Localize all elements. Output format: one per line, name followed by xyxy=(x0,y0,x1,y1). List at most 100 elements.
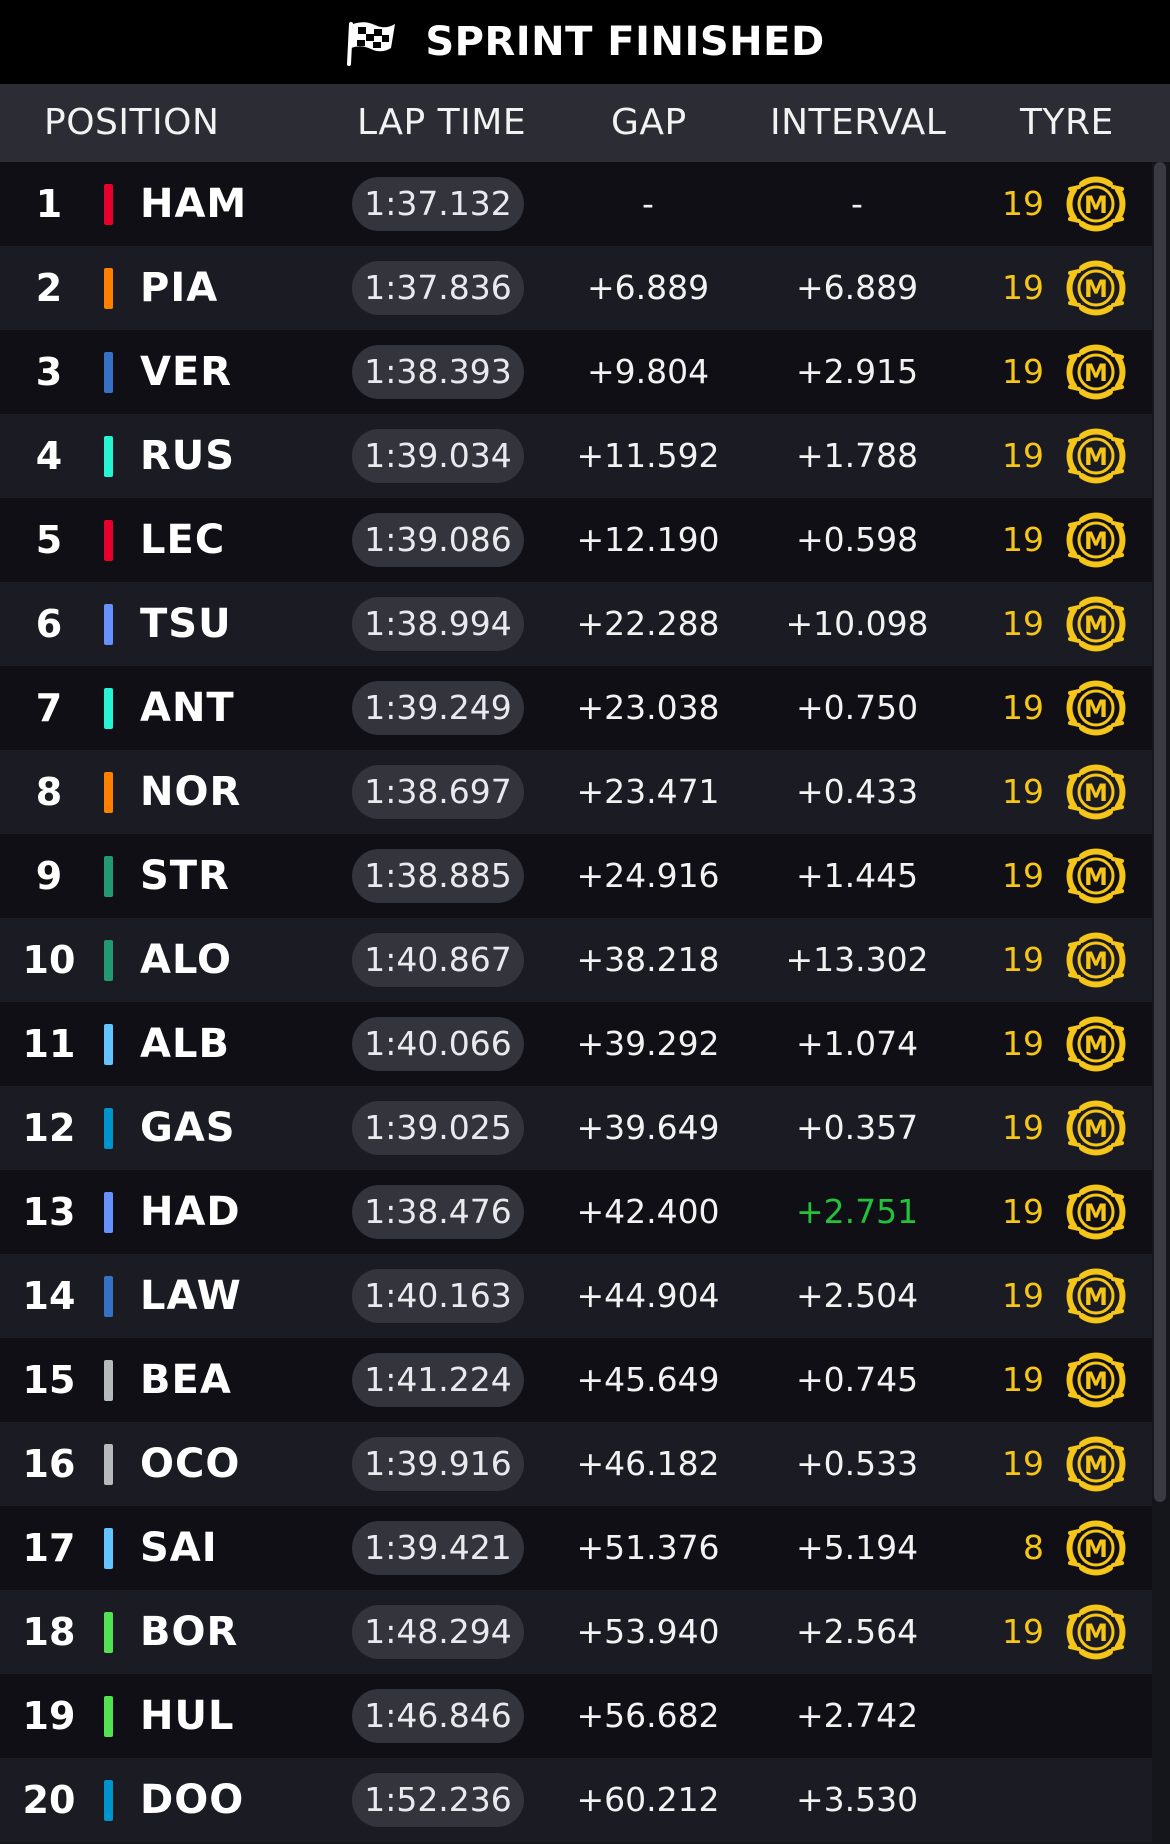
table-row[interactable]: 6 TSU 1:38.994 +22.288 +10.098 19 M xyxy=(0,582,1152,666)
team-color-bar xyxy=(104,1360,113,1401)
lap-time-pill: 1:40.163 xyxy=(352,1269,524,1323)
table-row[interactable]: 12 GAS 1:39.025 +39.649 +0.357 19 M xyxy=(0,1086,1152,1170)
tyre-laps xyxy=(980,1758,1044,1842)
interval-value: +2.751 xyxy=(795,1192,919,1231)
header-tyre: TYRE xyxy=(1020,102,1114,143)
lap-time-pill: 1:37.836 xyxy=(352,261,524,315)
table-row[interactable]: 13 HAD 1:38.476 +42.400 +2.751 19 M xyxy=(0,1170,1152,1254)
driver-code: LEC xyxy=(140,517,226,563)
lap-time-pill: 1:48.294 xyxy=(352,1605,524,1659)
interval-value: +0.533 xyxy=(795,1444,919,1483)
table-row[interactable]: 5 LEC 1:39.086 +12.190 +0.598 19 M xyxy=(0,498,1152,582)
lap-time-pill: 1:38.697 xyxy=(352,765,524,819)
medium-tyre-icon: M xyxy=(1066,512,1126,568)
driver-code: LAW xyxy=(140,1273,242,1319)
gap-value: - xyxy=(642,184,654,223)
table-row[interactable]: 20 DOO 1:52.236 +60.212 +3.530 xyxy=(0,1758,1152,1842)
interval-value: +2.564 xyxy=(795,1612,919,1651)
driver-code: HAD xyxy=(140,1189,241,1235)
table-row[interactable]: 4 RUS 1:39.034 +11.592 +1.788 19 M xyxy=(0,414,1152,498)
lap-time-pill: 1:38.393 xyxy=(352,345,524,399)
gap-value: +11.592 xyxy=(576,436,720,475)
table-row[interactable]: 19 HUL 1:46.846 +56.682 +2.742 xyxy=(0,1674,1152,1758)
position-number: 15 xyxy=(22,1358,76,1402)
svg-text:M: M xyxy=(1084,1283,1108,1311)
team-color-bar xyxy=(104,1108,113,1149)
medium-tyre-icon: M xyxy=(1066,428,1126,484)
team-color-bar xyxy=(104,436,113,477)
team-color-bar xyxy=(104,1612,113,1653)
interval-value: +1.788 xyxy=(795,436,919,475)
tyre-laps: 19 xyxy=(1002,268,1044,307)
driver-code: BOR xyxy=(140,1609,239,1655)
svg-text:M: M xyxy=(1084,779,1108,807)
tyre-laps xyxy=(980,1674,1044,1758)
gap-value: +45.649 xyxy=(576,1360,720,1399)
table-row[interactable]: 18 BOR 1:48.294 +53.940 +2.564 19 M xyxy=(0,1590,1152,1674)
position-number: 8 xyxy=(35,770,63,814)
team-color-bar xyxy=(104,772,113,813)
position-number: 2 xyxy=(35,266,63,310)
table-row[interactable]: 7 ANT 1:39.249 +23.038 +0.750 19 M xyxy=(0,666,1152,750)
table-row[interactable]: 8 NOR 1:38.697 +23.471 +0.433 19 M xyxy=(0,750,1152,834)
interval-value: +0.598 xyxy=(795,520,919,559)
tyre-laps: 19 xyxy=(1002,1276,1044,1315)
medium-tyre-icon: M xyxy=(1066,1604,1126,1660)
position-number: 12 xyxy=(22,1106,76,1150)
tyre-laps: 19 xyxy=(1002,604,1044,643)
medium-tyre-icon: M xyxy=(1066,1436,1126,1492)
position-number: 16 xyxy=(22,1442,76,1486)
driver-code: HUL xyxy=(140,1693,235,1739)
table-row[interactable]: 3 VER 1:38.393 +9.804 +2.915 19 M xyxy=(0,330,1152,414)
table-row[interactable]: 10 ALO 1:40.867 +38.218 +13.302 19 M xyxy=(0,918,1152,1002)
table-row[interactable]: 1 HAM 1:37.132 - - 19 M xyxy=(0,162,1152,246)
position-number: 11 xyxy=(22,1022,76,1066)
tyre-laps: 19 xyxy=(1002,1612,1044,1651)
interval-value: +0.750 xyxy=(795,688,919,727)
team-color-bar xyxy=(104,1192,113,1233)
interval-value: +5.194 xyxy=(795,1528,919,1567)
tyre-laps: 19 xyxy=(1002,1108,1044,1147)
team-color-bar xyxy=(104,184,113,225)
interval-value: +10.098 xyxy=(785,604,929,643)
gap-value: +44.904 xyxy=(576,1276,720,1315)
table-row[interactable]: 11 ALB 1:40.066 +39.292 +1.074 19 M xyxy=(0,1002,1152,1086)
team-color-bar xyxy=(104,940,113,981)
tyre-laps: 19 xyxy=(1002,184,1044,223)
position-number: 5 xyxy=(35,518,63,562)
medium-tyre-icon: M xyxy=(1066,344,1126,400)
tyre-laps: 19 xyxy=(1002,1024,1044,1063)
scrollbar[interactable] xyxy=(1154,162,1166,1502)
svg-text:M: M xyxy=(1084,1451,1108,1479)
table-row[interactable]: 9 STR 1:38.885 +24.916 +1.445 19 M xyxy=(0,834,1152,918)
driver-code: ALO xyxy=(140,937,233,983)
medium-tyre-icon: M xyxy=(1066,1268,1126,1324)
driver-code: HAM xyxy=(140,181,248,227)
position-number: 3 xyxy=(35,350,63,394)
interval-value: +0.357 xyxy=(795,1108,919,1147)
tyre-laps: 19 xyxy=(1002,856,1044,895)
standings-list[interactable]: 1 HAM 1:37.132 - - 19 M 2 PIA 1:37.836 +6.889 +6.88… xyxy=(0,162,1152,1842)
table-row[interactable]: 2 PIA 1:37.836 +6.889 +6.889 19 M xyxy=(0,246,1152,330)
driver-code: OCO xyxy=(140,1441,241,1487)
medium-tyre-icon: M xyxy=(1066,176,1126,232)
table-row[interactable]: 16 OCO 1:39.916 +46.182 +0.533 19 M xyxy=(0,1422,1152,1506)
table-header: POSITION LAP TIME GAP INTERVAL TYRE xyxy=(0,84,1170,162)
table-row[interactable]: 15 BEA 1:41.224 +45.649 +0.745 19 M xyxy=(0,1338,1152,1422)
medium-tyre-icon: M xyxy=(1066,1520,1126,1576)
position-number: 18 xyxy=(22,1610,76,1654)
medium-tyre-icon: M xyxy=(1066,1016,1126,1072)
team-color-bar xyxy=(104,1024,113,1065)
gap-value: +24.916 xyxy=(576,856,720,895)
position-number: 7 xyxy=(35,686,63,730)
table-row[interactable]: 17 SAI 1:39.421 +51.376 +5.194 8 M xyxy=(0,1506,1152,1590)
table-row[interactable]: 14 LAW 1:40.163 +44.904 +2.504 19 M xyxy=(0,1254,1152,1338)
medium-tyre-icon: M xyxy=(1066,932,1126,988)
svg-text:M: M xyxy=(1084,695,1108,723)
svg-text:M: M xyxy=(1084,1199,1108,1227)
tyre-laps: 19 xyxy=(1002,352,1044,391)
svg-text:M: M xyxy=(1084,947,1108,975)
svg-text:M: M xyxy=(1084,359,1108,387)
gap-value: +46.182 xyxy=(576,1444,720,1483)
lap-time-pill: 1:38.994 xyxy=(352,597,524,651)
